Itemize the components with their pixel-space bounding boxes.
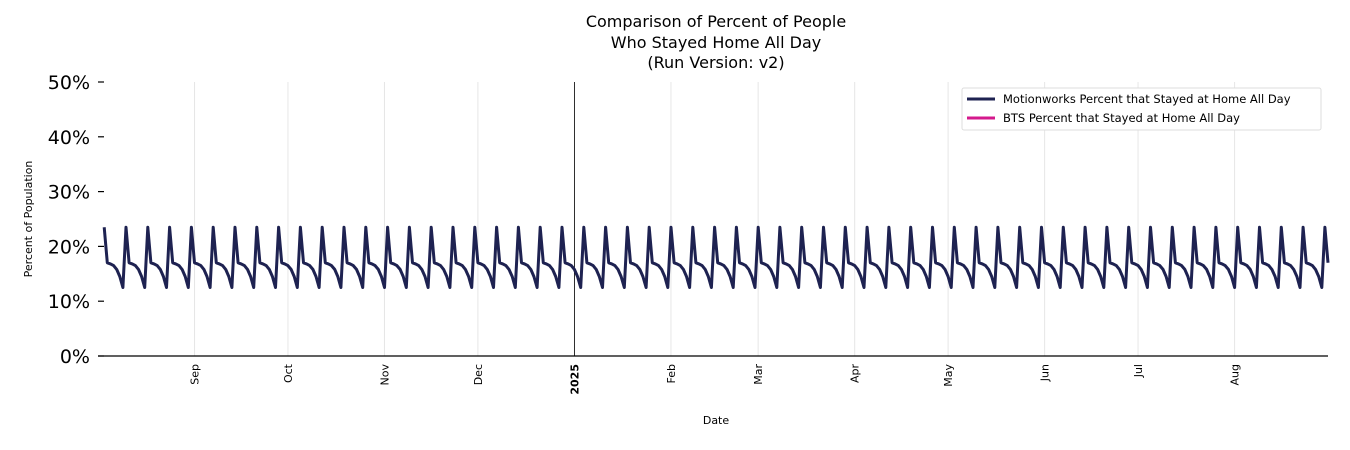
legend-box: [961, 87, 1322, 131]
x-tick-label: Dec: [472, 364, 485, 385]
chart-title: Comparison of Percent of People Who Stay…: [586, 12, 846, 72]
x-tick-label: Mar: [752, 364, 765, 385]
legend-label-motionworks: Motionworks Percent that Stayed at Home …: [1003, 92, 1291, 106]
series-lines: [102, 225, 1330, 289]
x-tick-label: Feb: [665, 364, 678, 383]
chart-title-line-1: Comparison of Percent of People: [586, 12, 846, 31]
x-tick-label: Apr: [849, 364, 862, 384]
x-tick-label: Oct: [282, 363, 295, 383]
y-tick-label: 0%: [60, 346, 90, 368]
chart-title-line-3: (Run Version: v2): [647, 53, 784, 72]
x-tick-label: May: [942, 364, 955, 387]
series-line-0: [102, 225, 1330, 289]
x-tick-label: Jun: [1039, 364, 1052, 382]
x-tick-label: 2025: [568, 364, 581, 395]
legend: Motionworks Percent that Stayed at Home …: [961, 87, 1322, 131]
x-tick-label: Jul: [1132, 364, 1145, 378]
y-tick-label: 40%: [48, 127, 90, 149]
x-tick-label: Sep: [189, 364, 202, 385]
y-tick-label: 30%: [48, 182, 90, 204]
y-axis-label: Percent of Population: [22, 161, 35, 278]
y-tick-label: 10%: [48, 291, 90, 313]
x-tick-label: Aug: [1229, 364, 1242, 385]
x-tick-label: Nov: [378, 364, 391, 386]
y-tick-label: 50%: [48, 72, 90, 94]
y-tick-label: 20%: [48, 236, 90, 258]
y-axis: 0% 10% 20% 30% 40% 50%: [48, 72, 104, 368]
x-axis: Sep Oct Nov Dec 2025 Feb Mar Apr May Jun Jul Aug: [189, 363, 1242, 394]
x-axis-label: Date: [703, 414, 730, 427]
chart-title-line-2: Who Stayed Home All Day: [611, 33, 821, 52]
legend-label-bts: BTS Percent that Stayed at Home All Day: [1003, 111, 1240, 125]
